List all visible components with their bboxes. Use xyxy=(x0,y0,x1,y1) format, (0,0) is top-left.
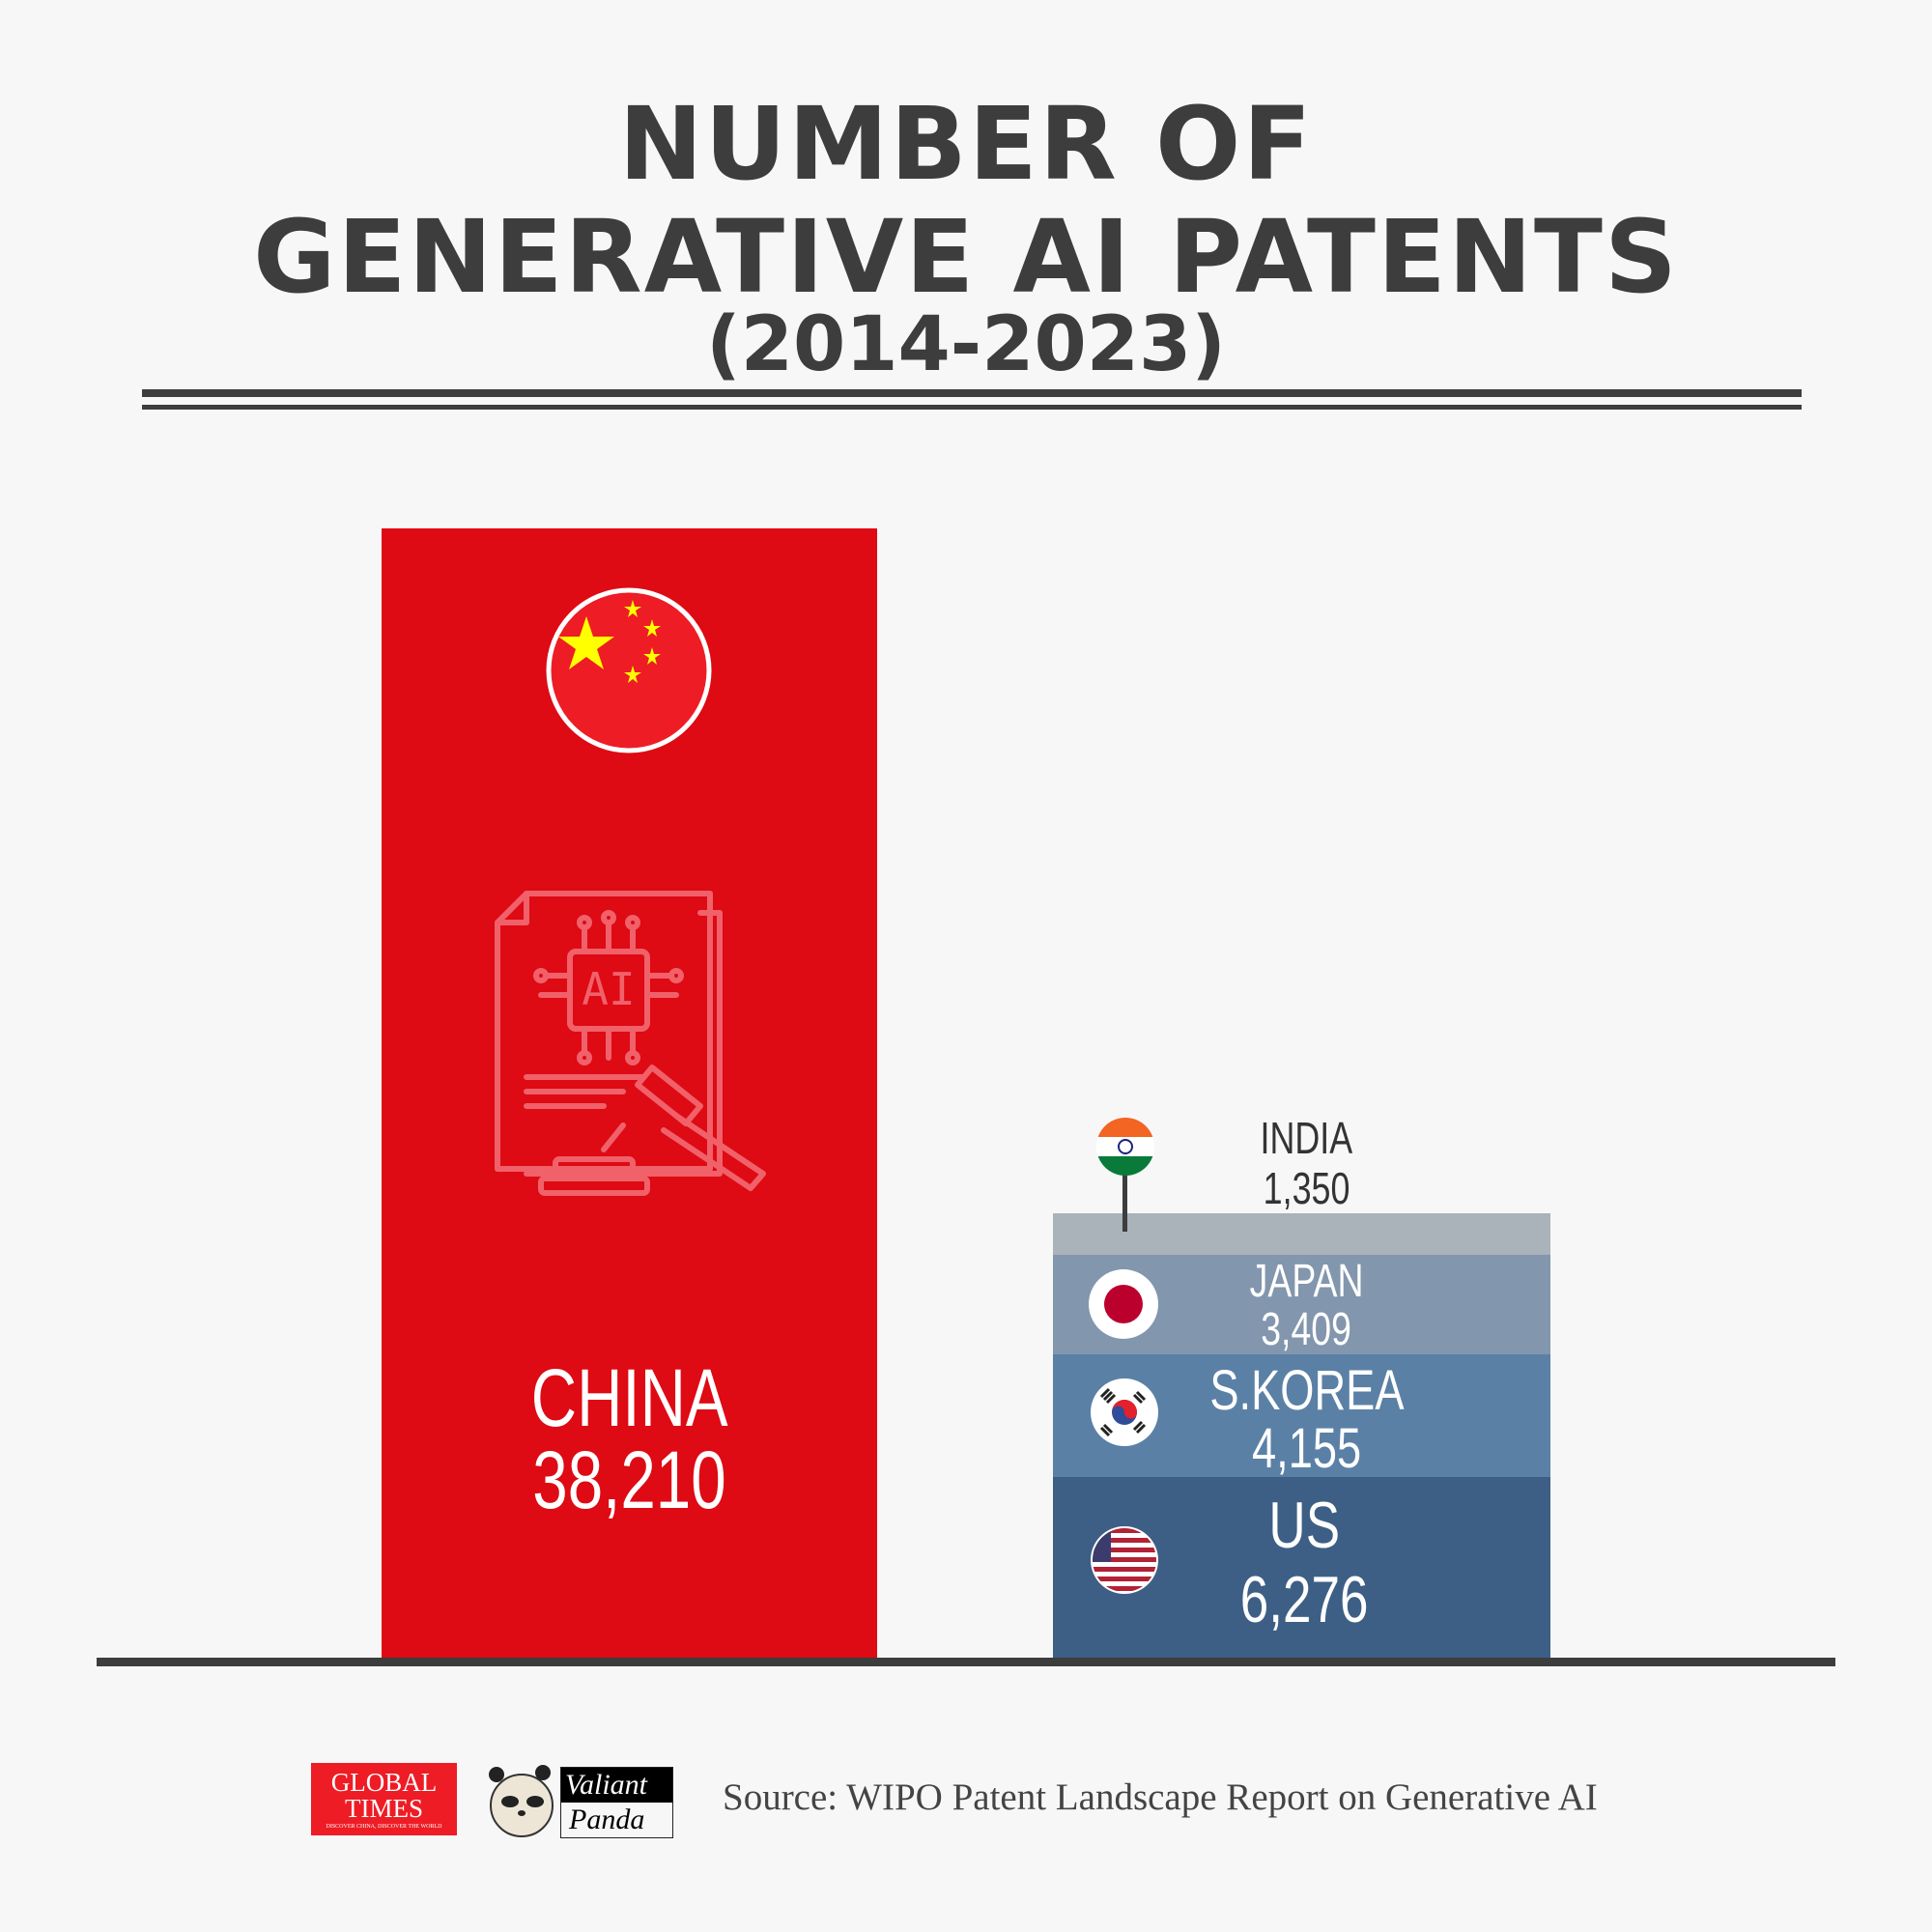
china-label: CHINA xyxy=(530,1352,728,1443)
south-korea-flag-icon xyxy=(1091,1378,1158,1446)
global-times-logo: GLOBAL TIMES DISCOVER CHINA, DISCOVER TH… xyxy=(311,1763,457,1835)
title-line-1: NUMBER OF xyxy=(618,85,1314,203)
japan-flag-icon xyxy=(1089,1269,1158,1339)
s-korea-label: S.KOREA xyxy=(1208,1359,1405,1422)
title-line-2: GENERATIVE AI PATENTS xyxy=(253,198,1679,316)
us-value: 6,276 xyxy=(1239,1563,1369,1636)
title-rule-bottom xyxy=(142,405,1802,410)
valiant-panda-logo: Valiant Panda xyxy=(483,1763,676,1840)
japan-label: JAPAN xyxy=(1249,1256,1364,1307)
panda-icon xyxy=(489,1765,554,1837)
china-flag-icon xyxy=(546,587,712,753)
title-rule-top xyxy=(142,389,1802,397)
india-flag-icon xyxy=(1096,1118,1154,1176)
china-value: 38,210 xyxy=(532,1435,726,1525)
india-label: INDIA xyxy=(1260,1113,1353,1163)
india-value: 1,350 xyxy=(1263,1163,1350,1213)
s-korea-value: 4,155 xyxy=(1251,1417,1362,1480)
title-line-3: (2014-2023) xyxy=(706,301,1226,388)
us-label: US xyxy=(1268,1489,1340,1562)
ai-patent-document-icon: AI xyxy=(495,891,766,1196)
baseline xyxy=(97,1658,1835,1666)
bar-segment-india xyxy=(1053,1213,1550,1255)
source-text: Source: WIPO Patent Landscape Report on … xyxy=(723,1776,1598,1818)
us-flag-icon xyxy=(1091,1526,1158,1594)
india-pin-line xyxy=(1122,1164,1127,1232)
svg-text:AI: AI xyxy=(582,963,635,1015)
japan-value: 3,409 xyxy=(1261,1304,1352,1355)
